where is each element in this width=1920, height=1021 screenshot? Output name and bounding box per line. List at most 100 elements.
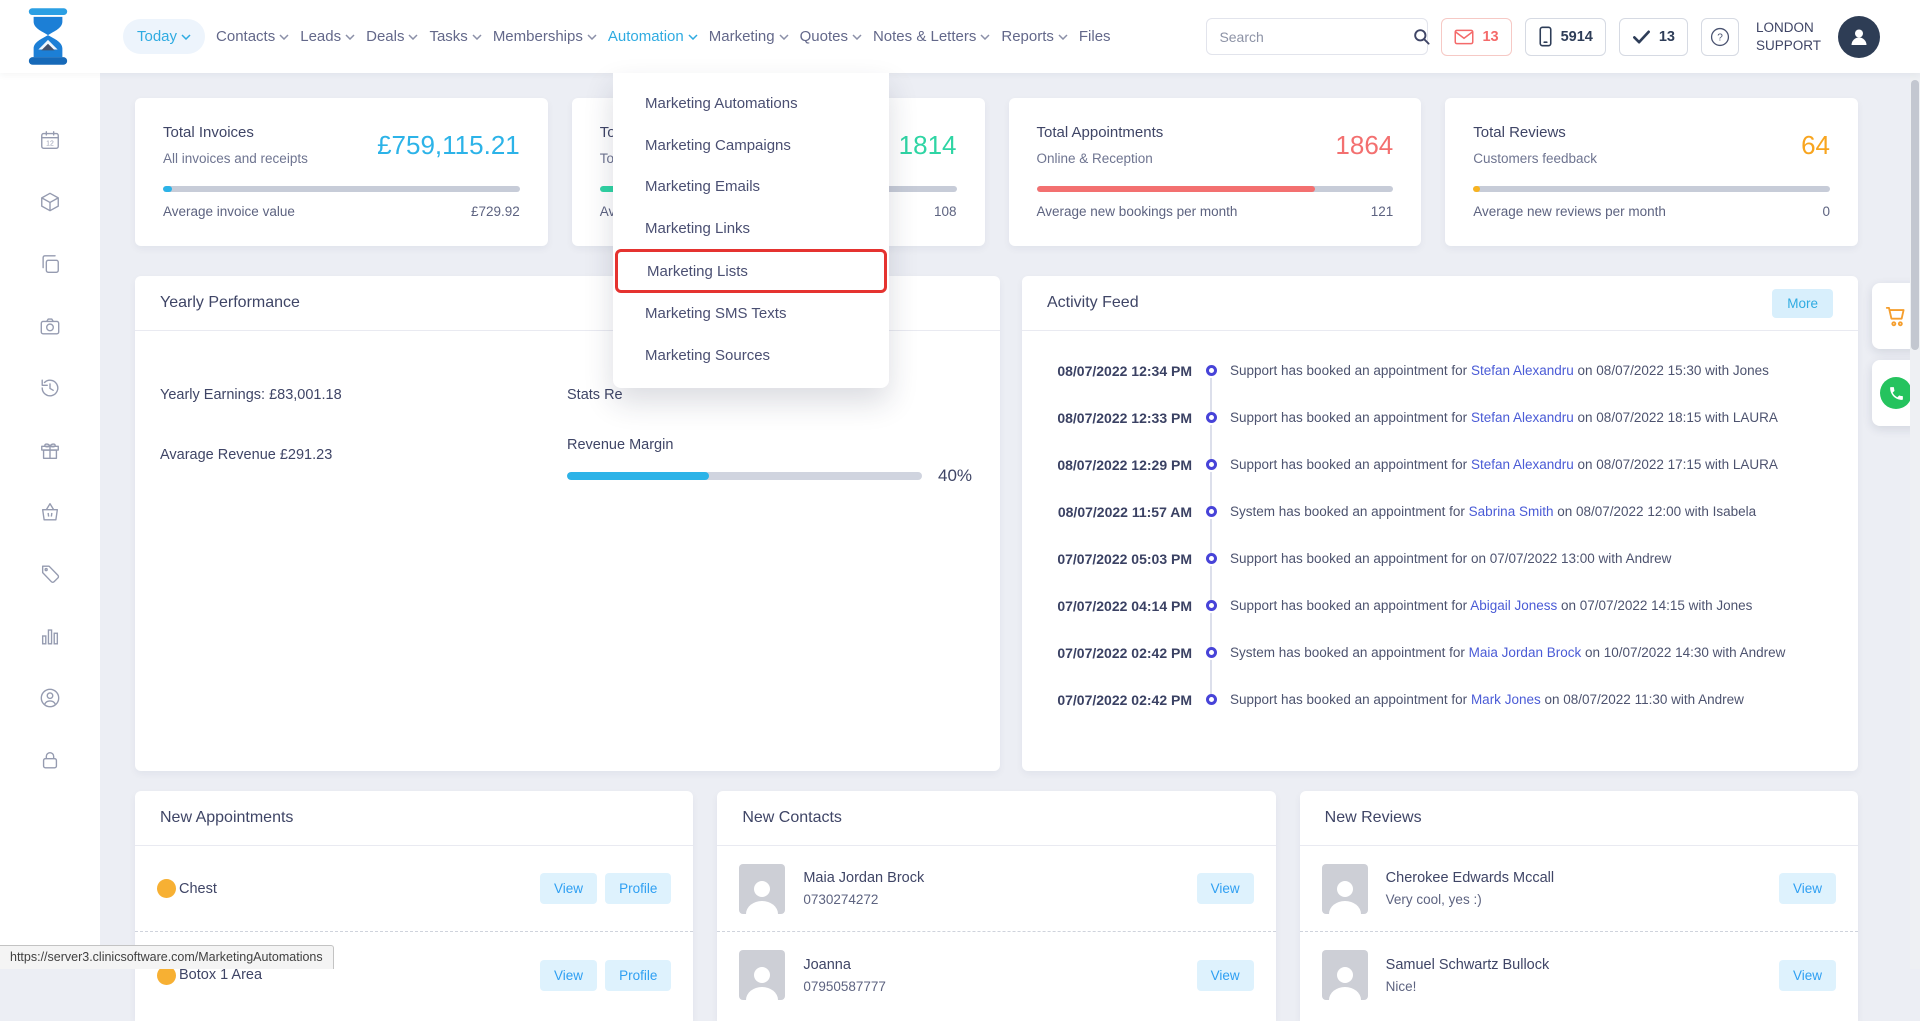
sidebar-copy-icon[interactable]	[39, 253, 61, 275]
mail-notifications-button[interactable]: 13	[1441, 18, 1511, 56]
nav-label: Contacts	[216, 28, 275, 45]
card-title: Total Reviews	[1473, 124, 1597, 141]
view-button[interactable]: View	[1197, 873, 1254, 904]
profile-button[interactable]: Profile	[605, 960, 671, 991]
activity-entry: 08/07/2022 12:34 PM Support has booked a…	[1042, 347, 1833, 394]
menu-item-marketing-automations[interactable]: Marketing Automations	[613, 83, 889, 125]
nav-item-tasks[interactable]: Tasks	[429, 19, 481, 54]
menu-item-marketing-links[interactable]: Marketing Links	[613, 208, 889, 250]
timeline-dot-icon	[1192, 412, 1230, 423]
person-placeholder-icon	[745, 962, 779, 1000]
sidebar-camera-icon[interactable]	[39, 315, 61, 337]
nav-item-files[interactable]: Files	[1079, 19, 1111, 54]
view-button[interactable]: View	[1779, 960, 1836, 991]
review-comment: Very cool, yes :)	[1386, 892, 1554, 907]
activity-entry: 07/07/2022 02:42 PM System has booked an…	[1042, 629, 1833, 676]
sidebar-history-icon[interactable]	[39, 377, 61, 399]
sidebar-bar-chart-icon[interactable]	[39, 625, 61, 647]
sidebar-support-icon[interactable]	[39, 687, 61, 709]
activity-entry: 08/07/2022 12:29 PM Support has booked a…	[1042, 441, 1833, 488]
sidebar-calendar-icon[interactable]: 12	[39, 129, 61, 151]
nav-item-automation[interactable]: Automation	[608, 19, 698, 54]
nav-item-reports[interactable]: Reports	[1001, 19, 1068, 54]
activity-entry: 07/07/2022 05:03 PM Support has booked a…	[1042, 535, 1833, 582]
main-nav: Today Contacts Leads Deals Tasks Members…	[123, 19, 1111, 54]
entry-contact-link[interactable]: Stefan Alexandru	[1471, 410, 1574, 425]
panel-title: New Contacts	[742, 809, 842, 827]
entry-text: Support has booked an appointment for	[1230, 551, 1467, 566]
entry-text: on 07/07/2022 13:00 with Andrew	[1471, 551, 1671, 566]
menu-item-marketing-emails[interactable]: Marketing Emails	[613, 166, 889, 208]
scrollbar-track[interactable]	[1910, 73, 1920, 969]
view-button[interactable]: View	[1197, 960, 1254, 991]
nav-item-memberships[interactable]: Memberships	[493, 19, 597, 54]
search-button[interactable]	[1412, 19, 1431, 54]
entry-timestamp: 07/07/2022 04:14 PM	[1042, 598, 1192, 614]
panel-title: New Reviews	[1325, 809, 1422, 827]
user-avatar[interactable]	[1838, 16, 1880, 58]
more-button[interactable]: More	[1772, 289, 1833, 318]
view-button[interactable]: View	[540, 960, 597, 991]
timeline-dot-icon	[1192, 694, 1230, 705]
reviewer-name: Cherokee Edwards Mccall	[1386, 870, 1554, 886]
nav-label: Automation	[608, 28, 684, 45]
person-placeholder-icon	[1328, 962, 1362, 1000]
progress-bar	[1473, 186, 1830, 192]
card-title: Total Invoices	[163, 124, 308, 141]
revenue-margin-value: 40%	[938, 466, 972, 486]
chevron-down-icon	[587, 34, 597, 40]
entry-contact-link[interactable]: Sabrina Smith	[1469, 504, 1554, 519]
sidebar-basket-icon[interactable]	[39, 501, 61, 523]
entry-contact-link[interactable]: Maia Jordan Brock	[1469, 645, 1582, 660]
new-appointments-panel: New Appointments Chest View Profile Boto…	[135, 791, 693, 1021]
average-revenue: Avarage Revenue £291.23	[160, 447, 567, 463]
entry-text: on 08/07/2022 15:30 with Jones	[1578, 363, 1769, 378]
nav-item-marketing[interactable]: Marketing	[709, 19, 789, 54]
entry-contact-link[interactable]: Stefan Alexandru	[1471, 457, 1574, 472]
entry-text: Support has booked an appointment for	[1230, 457, 1467, 472]
help-button[interactable]: ?	[1701, 18, 1739, 56]
contact-name: Maia Jordan Brock	[803, 870, 924, 886]
nav-item-today[interactable]: Today	[123, 19, 205, 54]
progress-bar-fill	[1473, 186, 1480, 192]
card-title: Total Appointments	[1037, 124, 1164, 141]
menu-item-marketing-sms-texts[interactable]: Marketing SMS Texts	[613, 293, 889, 335]
sidebar-tag-icon[interactable]	[39, 563, 61, 585]
chevron-down-icon	[472, 34, 482, 40]
menu-item-marketing-lists[interactable]: Marketing Lists	[615, 249, 887, 293]
person-placeholder-icon	[1328, 876, 1362, 914]
menu-item-marketing-sources[interactable]: Marketing Sources	[613, 335, 889, 377]
nav-item-contacts[interactable]: Contacts	[216, 19, 289, 54]
person-placeholder-icon	[745, 876, 779, 914]
nav-item-quotes[interactable]: Quotes	[800, 19, 862, 54]
nav-item-deals[interactable]: Deals	[366, 19, 418, 54]
stats-refresh-note: Stats Re	[567, 387, 975, 403]
entry-contact-link[interactable]: Abigail Joness	[1470, 598, 1557, 613]
sidebar-lock-icon[interactable]	[39, 749, 61, 771]
entry-text: System has booked an appointment for	[1230, 504, 1465, 519]
view-button[interactable]: View	[540, 873, 597, 904]
view-button[interactable]: View	[1779, 873, 1836, 904]
revenue-margin-bar-fill	[567, 472, 709, 480]
nav-item-notes-letters[interactable]: Notes & Letters	[873, 19, 990, 54]
clinicsoftware-logo-icon[interactable]	[25, 7, 71, 67]
chevron-down-icon	[1058, 34, 1068, 40]
entry-text: on 08/07/2022 18:15 with LAURA	[1578, 410, 1778, 425]
scrollbar-thumb[interactable]	[1911, 80, 1919, 350]
entry-text: on 07/07/2022 14:15 with Jones	[1561, 598, 1752, 613]
search-input[interactable]	[1207, 29, 1412, 45]
nav-label: Today	[137, 28, 177, 45]
profile-button[interactable]: Profile	[605, 873, 671, 904]
progress-bar	[1037, 186, 1394, 192]
menu-item-marketing-campaigns[interactable]: Marketing Campaigns	[613, 125, 889, 167]
sidebar-gift-icon[interactable]	[39, 439, 61, 461]
phone-calls-button[interactable]: 5914	[1525, 18, 1606, 56]
tasks-done-button[interactable]: 13	[1619, 18, 1688, 56]
entry-contact-link[interactable]: Mark Jones	[1471, 692, 1541, 707]
nav-item-leads[interactable]: Leads	[300, 19, 355, 54]
entry-timestamp: 08/07/2022 12:29 PM	[1042, 457, 1192, 473]
automation-dropdown-menu: Marketing Automations Marketing Campaign…	[613, 73, 889, 388]
search-box	[1206, 18, 1428, 55]
entry-contact-link[interactable]: Stefan Alexandru	[1471, 363, 1574, 378]
sidebar-package-icon[interactable]	[39, 191, 61, 213]
